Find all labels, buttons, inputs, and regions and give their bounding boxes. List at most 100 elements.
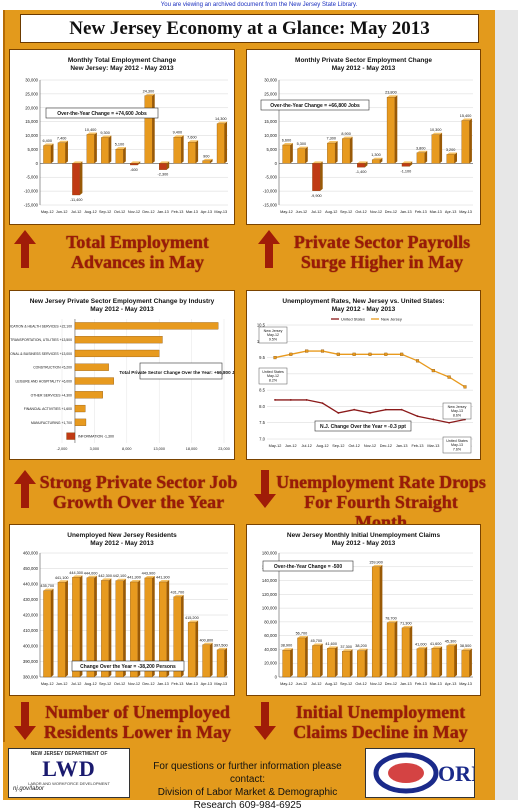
bar-top <box>431 646 443 649</box>
bar-side <box>439 132 443 164</box>
x-tick-label: Aug-12 <box>316 444 328 448</box>
data-label: 7,400 <box>57 136 67 140</box>
bar <box>130 163 138 166</box>
bar <box>72 163 81 196</box>
data-label: 3,200 <box>446 148 456 152</box>
bar-top <box>217 121 228 124</box>
annotation-text: New Jersey <box>264 329 283 333</box>
callout-text: Over-the-Year Change = +74,600 Jobs <box>57 111 147 117</box>
callout-box <box>45 107 159 119</box>
page-edge <box>495 10 518 800</box>
annotation-text: 9.5% <box>269 338 278 342</box>
y-tick-label: 9.5 <box>259 355 265 360</box>
bar-side <box>290 143 293 164</box>
series-point <box>289 399 292 401</box>
bar-side <box>224 647 228 677</box>
series-point <box>415 359 420 363</box>
y-tick-label: 10.5 <box>257 323 266 328</box>
data-label: 23,800 <box>385 91 397 95</box>
bar <box>144 95 153 164</box>
chart-subtitle: May 2012 - May 2013 <box>90 306 154 313</box>
bar <box>130 581 138 678</box>
series-point <box>447 375 451 379</box>
data-label: -1,400 <box>356 170 367 174</box>
caption-industry: Strong Private Sector Job Growth Over th… <box>36 472 241 512</box>
down-arrow-icon <box>254 702 276 740</box>
y-tick-label: 15,000 <box>264 119 277 124</box>
bar-top <box>282 648 293 651</box>
x-tick-label: Oct-12 <box>355 210 366 214</box>
up-arrow-icon <box>14 470 36 508</box>
caption-residents-line1: Number of Unemployed <box>45 702 230 722</box>
bar-top <box>342 136 353 139</box>
caption-industry-line2: Growth Over the Year <box>52 492 225 512</box>
ori-logo-icon: ORI <box>373 752 480 794</box>
bar-top <box>461 118 472 121</box>
x-tick-label: 18,000 <box>186 447 198 451</box>
x-tick-label: Mar-13 <box>186 682 198 686</box>
bar-top <box>327 141 338 144</box>
x-tick-label: Apr-13 <box>201 210 212 214</box>
bar-side <box>195 140 199 164</box>
data-label: 900 <box>203 154 209 158</box>
x-tick-label: Nov-12 <box>128 682 140 686</box>
y-tick-label: 140,000 <box>262 578 278 583</box>
x-tick-label: May-12 <box>280 682 293 686</box>
bar <box>416 648 425 678</box>
data-label: 78,700 <box>385 616 397 620</box>
bar-top <box>57 580 68 583</box>
x-tick-label: Apr-13 <box>445 682 456 686</box>
series-line <box>274 350 466 388</box>
data-label: 444,300 <box>69 571 83 575</box>
series-point <box>463 385 467 389</box>
bar-side <box>335 141 338 164</box>
data-label: 10,300 <box>430 128 442 132</box>
bar <box>202 644 211 678</box>
bar <box>115 580 124 678</box>
x-tick-label: May-12 <box>269 444 282 448</box>
chart-subtitle: May 2012 - May 2013 <box>332 540 396 547</box>
bar <box>115 149 124 164</box>
bar-side <box>409 161 413 167</box>
bar <box>74 363 109 371</box>
y-tick-label: 30,000 <box>25 78 38 83</box>
bar <box>386 622 395 678</box>
bar-side <box>123 147 126 164</box>
data-label: -1,100 <box>400 169 411 173</box>
bar-side <box>424 150 428 164</box>
callout-box <box>71 660 185 672</box>
bar-side <box>79 161 83 195</box>
bar-side <box>379 564 383 677</box>
bar-top <box>446 152 457 155</box>
data-label: 397,500 <box>214 643 228 647</box>
bar-side <box>137 579 141 677</box>
y-tick-label: 410,000 <box>23 628 39 633</box>
bar-top <box>43 588 54 591</box>
bar <box>216 649 225 678</box>
data-label: 431,700 <box>171 590 185 594</box>
lwd-logo: NEW JERSEY DEPARTMENT OF LWD LABOR AND W… <box>8 748 130 798</box>
up-arrow-icon <box>14 230 36 268</box>
series-point <box>416 415 419 418</box>
x-tick-label: Oct-12 <box>114 682 125 686</box>
panel-private-employment: Monthly Private Sector Employment Change… <box>246 49 481 225</box>
y-tick-label: 15,000 <box>25 119 38 124</box>
bar-side <box>224 121 228 164</box>
x-tick-label: Mar-13 <box>430 210 442 214</box>
annotation-text: 8.2% <box>269 379 278 383</box>
x-tick-label: Nov-12 <box>128 210 140 214</box>
bar <box>187 622 196 678</box>
bar <box>357 650 366 678</box>
y-tick-label: 0 <box>275 161 278 166</box>
bar-side <box>137 161 141 165</box>
bar-side <box>108 135 112 164</box>
x-tick-label: Feb-13 <box>411 444 423 448</box>
bar-side <box>94 575 97 677</box>
y-tick-label: -5,000 <box>26 175 39 180</box>
x-tick-label: Jan-13 <box>157 682 169 686</box>
data-label: 400,800 <box>199 638 213 642</box>
series-point <box>320 349 325 353</box>
data-label: 1,300 <box>371 153 381 157</box>
x-tick-label: Aug-12 <box>325 682 337 686</box>
